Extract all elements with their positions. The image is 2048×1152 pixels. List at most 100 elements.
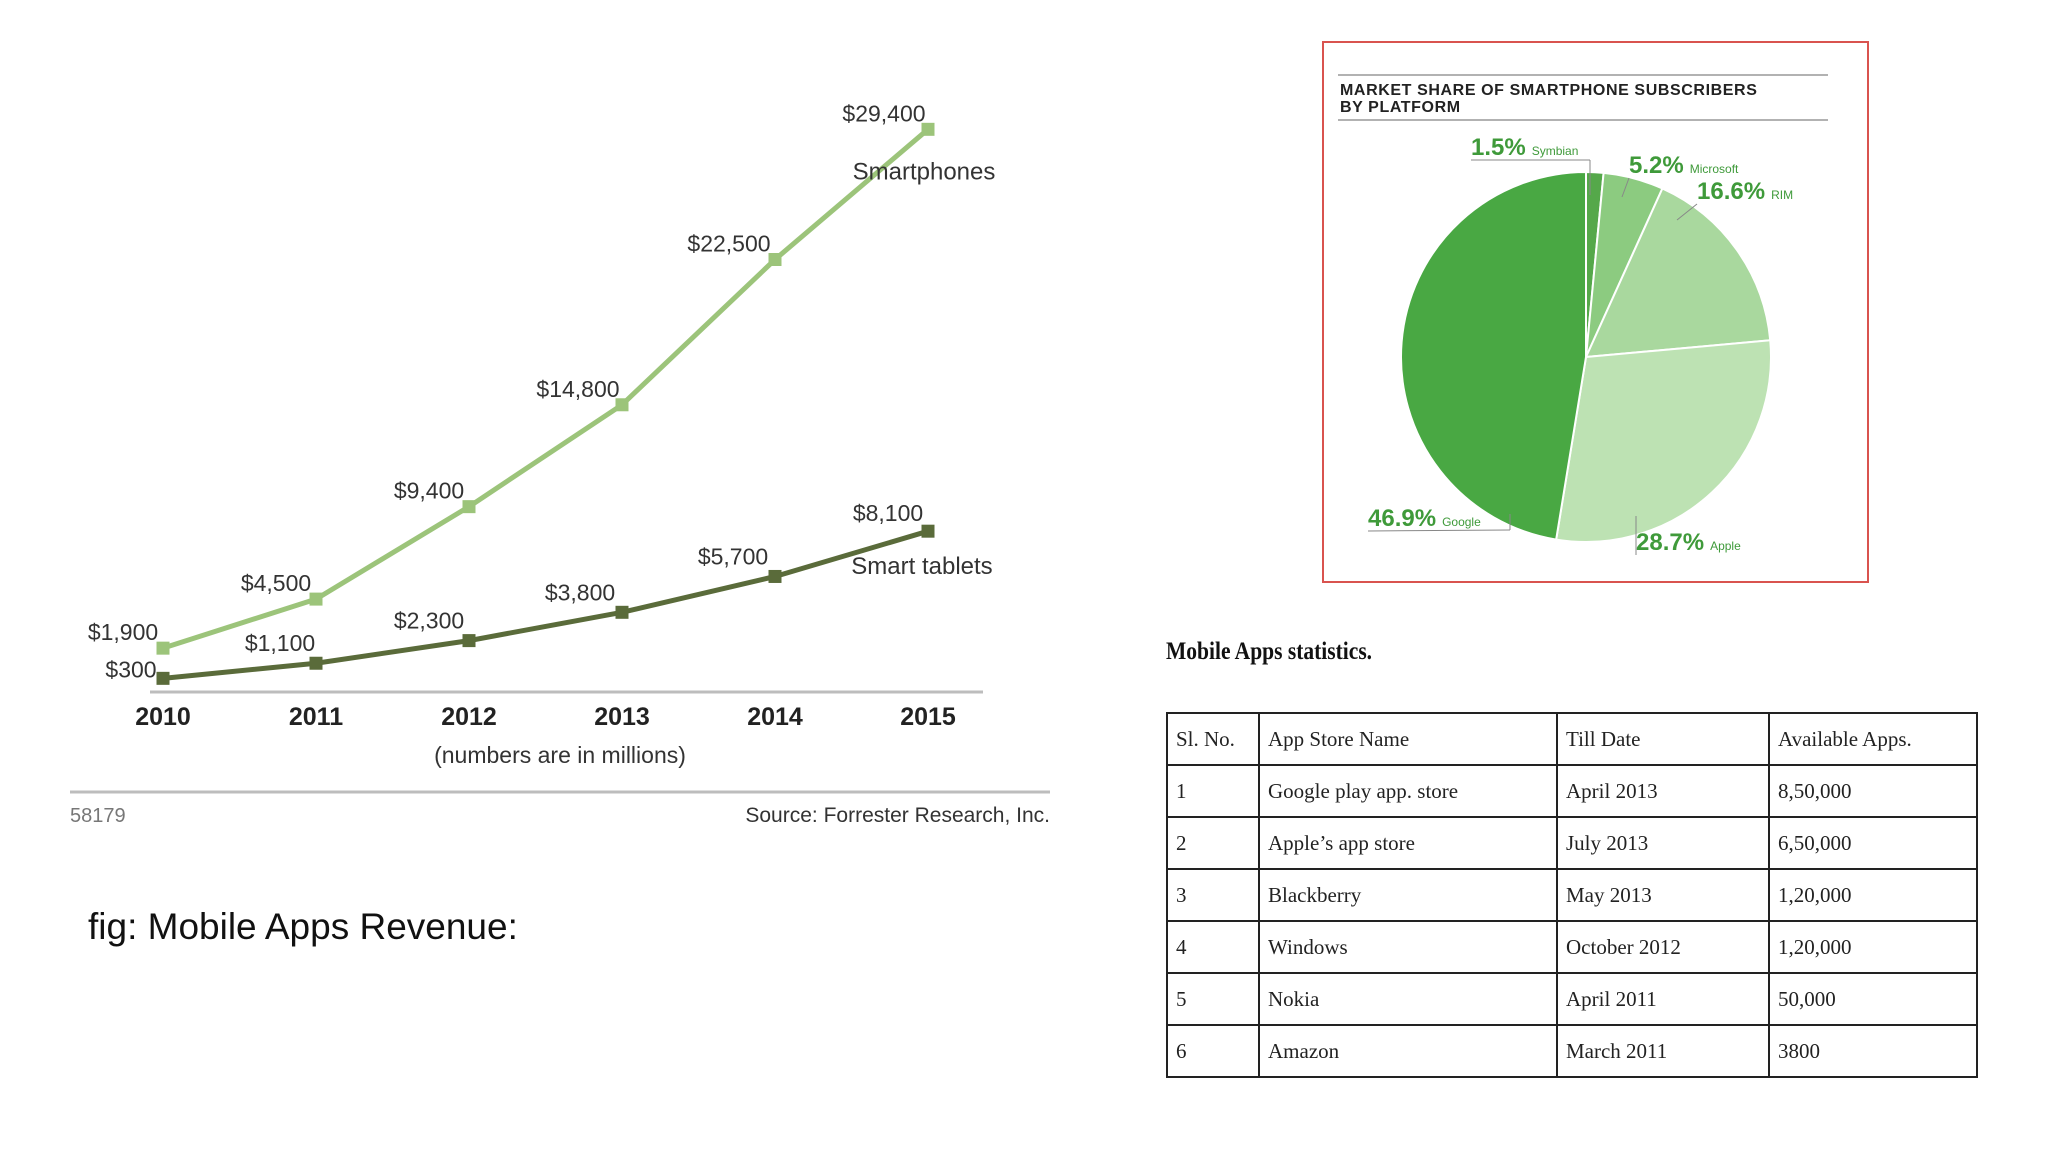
pie-value-label: 46.9% Google: [1368, 505, 1481, 532]
header-cell-till-date: Till Date: [1556, 712, 1770, 766]
x-tick-label: 2014: [747, 703, 803, 731]
x-tick-label: 2013: [594, 703, 650, 731]
cell-app-store-name: Windows: [1258, 920, 1558, 974]
cell-available-apps: 6,50,000: [1768, 816, 1978, 870]
cell-till-date: March 2011: [1556, 1024, 1770, 1078]
cell-sl-no: 6: [1166, 1024, 1260, 1078]
x-tick-label: 2012: [441, 703, 497, 731]
pie-title-line: MARKET SHARE OF SMARTPHONE SUBSCRIBERS: [1340, 82, 1758, 99]
smartphones-point: [768, 253, 782, 266]
smart-tablets-data-label: $3,800: [545, 579, 615, 605]
smartphones-line: [162, 127, 930, 651]
cell-available-apps: 50,000: [1768, 972, 1978, 1026]
pie-label-microsoft: 5.2% Microsoft: [1621, 152, 1739, 198]
cell-available-apps: 3800: [1768, 1024, 1978, 1078]
cell-app-store-name: Nokia: [1258, 972, 1558, 1026]
mobile-apps-table: Sl. No. App Store Name Till Date Availab…: [1166, 712, 1978, 1078]
cell-app-store-name: Blackberry: [1258, 868, 1558, 922]
table-title: Mobile Apps statistics.: [1166, 638, 1373, 665]
leader-line: [1676, 203, 1698, 221]
cell-till-date: April 2011: [1556, 972, 1770, 1026]
footer-code: 58179: [70, 805, 126, 827]
pie-slice-google: [1400, 170, 1587, 541]
x-tick-label: 2015: [900, 703, 956, 731]
cell-sl-no: 1: [1166, 764, 1260, 818]
cell-sl-no: 5: [1166, 972, 1260, 1026]
pie-label-apple: 28.7% Apple: [1635, 516, 1741, 556]
cell-available-apps: 8,50,000: [1768, 764, 1978, 818]
pie-platform-name: Microsoft: [1690, 162, 1739, 176]
smartphones-point: [615, 398, 629, 412]
cell-till-date: July 2013: [1556, 816, 1770, 870]
pie-value-label: 1.5% Symbian: [1471, 134, 1578, 161]
pie-label-rim: 16.6% RIM: [1676, 178, 1793, 221]
smartphones-point: [462, 500, 476, 514]
smart-tablets-line: [162, 528, 929, 681]
cell-sl-no: 2: [1166, 816, 1260, 870]
pie-slice-rim: [1584, 187, 1772, 359]
cell-till-date: April 2013: [1556, 764, 1770, 818]
smart-tablets-data-label: $1,100: [245, 630, 315, 656]
smart-tablets-point: [156, 671, 170, 685]
cell-sl-no: 4: [1166, 920, 1260, 974]
table-row: 5 Nokia April 2011 50,000: [1166, 972, 1978, 1026]
header-cell-available-apps: Available Apps.: [1768, 712, 1978, 766]
smartphones-point: [156, 641, 170, 655]
cell-app-store-name: Google play app. store: [1258, 764, 1558, 818]
smartphones-data-label: $4,500: [241, 570, 311, 596]
pie-label-google: 46.9% Google: [1367, 505, 1511, 532]
smart-tablets-point: [768, 569, 782, 583]
footer-source: Source: Forrester Research, Inc.: [745, 804, 1050, 827]
smartphones-point: [921, 122, 935, 136]
x-axis-label: (numbers are in millions): [434, 742, 686, 768]
pie-platform-name: Google: [1442, 515, 1481, 529]
smart-tablets-point: [309, 656, 323, 670]
smart-tablets-point: [462, 634, 476, 648]
table-row: 4 Windows October 2012 1,20,000: [1166, 920, 1978, 974]
table-row: 1 Google play app. store April 2013 8,50…: [1166, 764, 1978, 818]
cell-till-date: May 2013: [1556, 868, 1770, 922]
smartphones-point: [309, 592, 323, 606]
market-share-pie-chart: MARKET SHARE OF SMARTPHONE SUBSCRIBERSBY…: [1322, 41, 1869, 583]
smart-tablets-data-label: $8,100: [853, 500, 923, 526]
table-header-row: Sl. No. App Store Name Till Date Availab…: [1166, 712, 1978, 766]
pie-value-label: 5.2% Microsoft: [1629, 152, 1739, 179]
pie-percent: 5.2%: [1629, 152, 1684, 179]
smart-tablets-data-label: $2,300: [394, 608, 464, 634]
table-row: 6 Amazon March 2011 3800: [1166, 1024, 1978, 1078]
x-tick-label: 2011: [289, 703, 343, 731]
table-row: 2 Apple’s app store July 2013 6,50,000: [1166, 816, 1978, 870]
cell-app-store-name: Apple’s app store: [1258, 816, 1558, 870]
header-cell-sl-no: Sl. No.: [1166, 712, 1260, 766]
smartphones-data-label: $22,500: [687, 231, 770, 257]
pie-percent: 46.9%: [1368, 505, 1436, 532]
pie-percent: 16.6%: [1697, 178, 1765, 205]
figure-caption: fig: Mobile Apps Revenue:: [88, 906, 518, 947]
pie-platform-name: Apple: [1710, 539, 1741, 553]
smart-tablets-data-label: $300: [105, 656, 156, 682]
x-tick-label: 2010: [135, 703, 191, 731]
pie-value-label: 28.7% Apple: [1636, 529, 1741, 556]
revenue-line-chart: 2010 2011 2012 2013 2014 2015 (numbers are in …: [70, 100, 1050, 827]
smartphones-series-label: Smartphones: [853, 158, 996, 185]
pie-label-symbian: 1.5% Symbian: [1471, 134, 1591, 195]
pie-percent: 28.7%: [1636, 529, 1704, 556]
pie-frame: [1322, 41, 1869, 583]
pie-platform-name: RIM: [1771, 188, 1793, 202]
smartphones-data-label: $29,400: [842, 100, 925, 126]
pie-value-label: 16.6% RIM: [1697, 178, 1793, 205]
cell-sl-no: 3: [1166, 868, 1260, 922]
pie-percent: 1.5%: [1471, 134, 1526, 161]
cell-app-store-name: Amazon: [1258, 1024, 1558, 1078]
smart-tablets-point: [921, 524, 935, 538]
smartphones-data-label: $14,800: [536, 376, 619, 402]
smart-tablets-point: [615, 605, 629, 619]
smart-tablets-series-label: Smart tablets: [851, 553, 992, 580]
cell-available-apps: 1,20,000: [1768, 868, 1978, 922]
smartphones-data-label: $1,900: [88, 619, 158, 645]
smartphones-data-label: $9,400: [394, 478, 464, 504]
leader-line: [1367, 529, 1511, 532]
smart-tablets-data-label: $5,700: [698, 543, 768, 569]
pie-title-line: BY PLATFORM: [1340, 99, 1461, 116]
cell-available-apps: 1,20,000: [1768, 920, 1978, 974]
